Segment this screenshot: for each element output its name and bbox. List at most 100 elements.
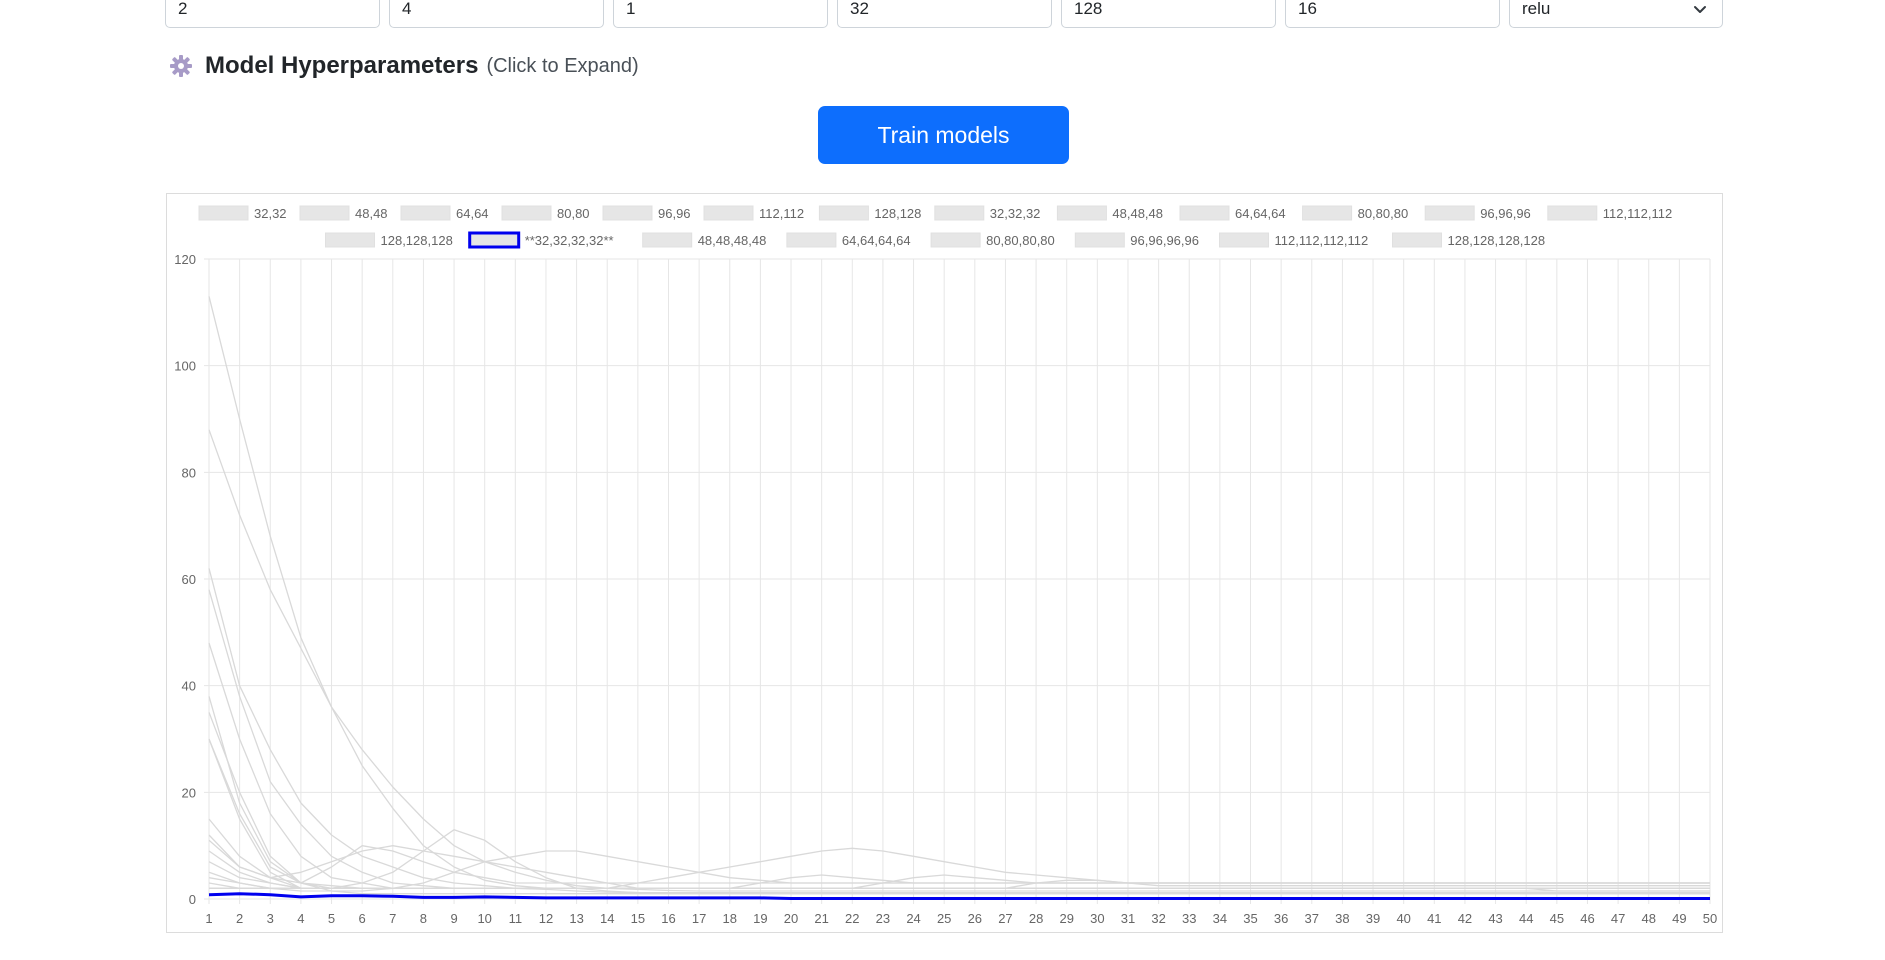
legend-item[interactable]: 64,64,64 [1179,205,1286,221]
x-tick-label: 2 [236,911,243,926]
legend-item[interactable]: 112,112,112 [1547,205,1672,221]
legend-item[interactable]: **32,32,32,32** [468,231,614,249]
legend-item[interactable]: 48,48,48,48 [642,232,767,248]
legend-swatch [703,205,754,221]
series-line-highlight [208,892,1710,900]
legend-item[interactable]: 80,80,80 [1302,205,1409,221]
legend-item[interactable]: 96,96,96 [1424,205,1531,221]
y-tick-label: 40 [182,679,196,694]
x-tick-label: 34 [1213,911,1227,926]
input-4[interactable]: 32 [837,0,1052,28]
x-tick-label: 40 [1396,911,1410,926]
x-tick-label: 32 [1151,911,1165,926]
x-tick-label: 4 [297,911,304,926]
x-tick-label: 3 [267,911,274,926]
legend-label: 64,64,64,64 [842,233,911,248]
series-line [209,887,1710,892]
x-tick-label: 39 [1366,911,1380,926]
chevron-down-icon [1694,6,1706,13]
x-tick-label: 23 [876,911,890,926]
x-tick-label: 13 [569,911,583,926]
x-tick-label: 33 [1182,911,1196,926]
legend-label: 96,96,96,96 [1130,233,1199,248]
legend-swatch [325,232,375,248]
section-title: Model Hyperparameters [205,52,479,79]
x-tick-label: 25 [937,911,951,926]
legend-swatch [501,205,552,221]
legend-swatch [1302,205,1353,221]
x-tick-label: 42 [1458,911,1472,926]
x-tick-label: 41 [1427,911,1441,926]
legend-item[interactable]: 128,128 [818,205,921,221]
series-line [208,642,1710,889]
input-5[interactable]: 128 [1061,0,1276,28]
legend-swatch [400,205,451,221]
x-tick-label: 1 [205,911,212,926]
x-tick-label: 49 [1672,911,1686,926]
series-line [208,296,1710,889]
legend-item[interactable]: 112,112 [703,205,804,221]
x-tick-label: 10 [477,911,491,926]
legend-label: **32,32,32,32** [525,233,614,248]
x-tick-label: 7 [389,911,396,926]
legend-label: 80,80 [557,206,590,221]
input-3[interactable]: 1 [613,0,828,28]
legend-item[interactable]: 96,96,96,96 [1074,232,1199,248]
input-6[interactable]: 16 [1285,0,1500,28]
series-line [208,429,1710,892]
legend-label: 80,80,80,80 [986,233,1055,248]
series-line [208,738,1710,884]
legend-item[interactable]: 32,32 [198,205,287,221]
legend-swatch [930,232,981,248]
legend-label: 112,112 [759,206,804,221]
x-tick-label: 19 [753,911,767,926]
x-tick-label: 46 [1580,911,1594,926]
legend-item[interactable]: 96,96 [602,205,691,221]
legend-item[interactable]: 128,128,128,128 [1392,232,1546,248]
legend-swatch [1392,232,1442,248]
series-line [208,850,1710,892]
x-tick-label: 30 [1090,911,1104,926]
y-tick-label: 100 [174,359,196,374]
input-6-value: 16 [1298,0,1317,18]
legend-swatch [1179,205,1230,221]
legend-label: 48,48,48 [1112,206,1163,221]
x-tick-label: 50 [1703,911,1717,926]
x-tick-label: 38 [1335,911,1349,926]
x-tick-label: 15 [631,911,645,926]
y-tick-label: 20 [182,785,196,800]
x-tick-label: 31 [1121,911,1135,926]
x-tick-label: 11 [509,911,523,926]
legend-label: 80,80,80 [1358,206,1409,221]
series-line [208,568,1710,894]
y-tick-label: 60 [182,572,196,587]
x-tick-label: 43 [1488,911,1502,926]
input-1[interactable]: 2 [165,0,380,28]
x-tick-label: 36 [1274,911,1288,926]
legend-label: 112,112,112 [1603,206,1672,221]
legend-swatch [198,205,249,221]
legend-label: 48,48,48,48 [698,233,767,248]
hyperparameters-section-toggle[interactable]: Model Hyperparameters (Click to Expand) [169,51,639,81]
activation-select[interactable]: relu [1509,0,1723,28]
x-tick-label: 6 [359,911,366,926]
legend-swatch [299,205,350,221]
legend-item[interactable]: 32,32,32 [934,205,1041,221]
legend-label: 128,128 [874,206,921,221]
legend-item[interactable]: 80,80,80,80 [930,232,1055,248]
legend-item[interactable]: 64,64,64,64 [786,232,911,248]
train-models-button[interactable]: Train models [818,106,1069,164]
legend-item[interactable]: 48,48,48 [1056,205,1163,221]
x-tick-label: 9 [450,911,457,926]
legend-item[interactable]: 64,64 [400,205,489,221]
legend-item[interactable]: 80,80 [501,205,590,221]
x-tick-label: 45 [1550,911,1564,926]
legend-item[interactable]: 128,128,128 [325,232,453,248]
legend-item[interactable]: 112,112,112,112 [1219,232,1369,248]
legend-label: 32,32 [254,206,287,221]
legend-label: 64,64 [456,206,489,221]
x-tick-label: 5 [328,911,335,926]
y-tick-label: 120 [174,252,196,267]
legend-item[interactable]: 48,48 [299,205,388,221]
input-2[interactable]: 4 [389,0,604,28]
